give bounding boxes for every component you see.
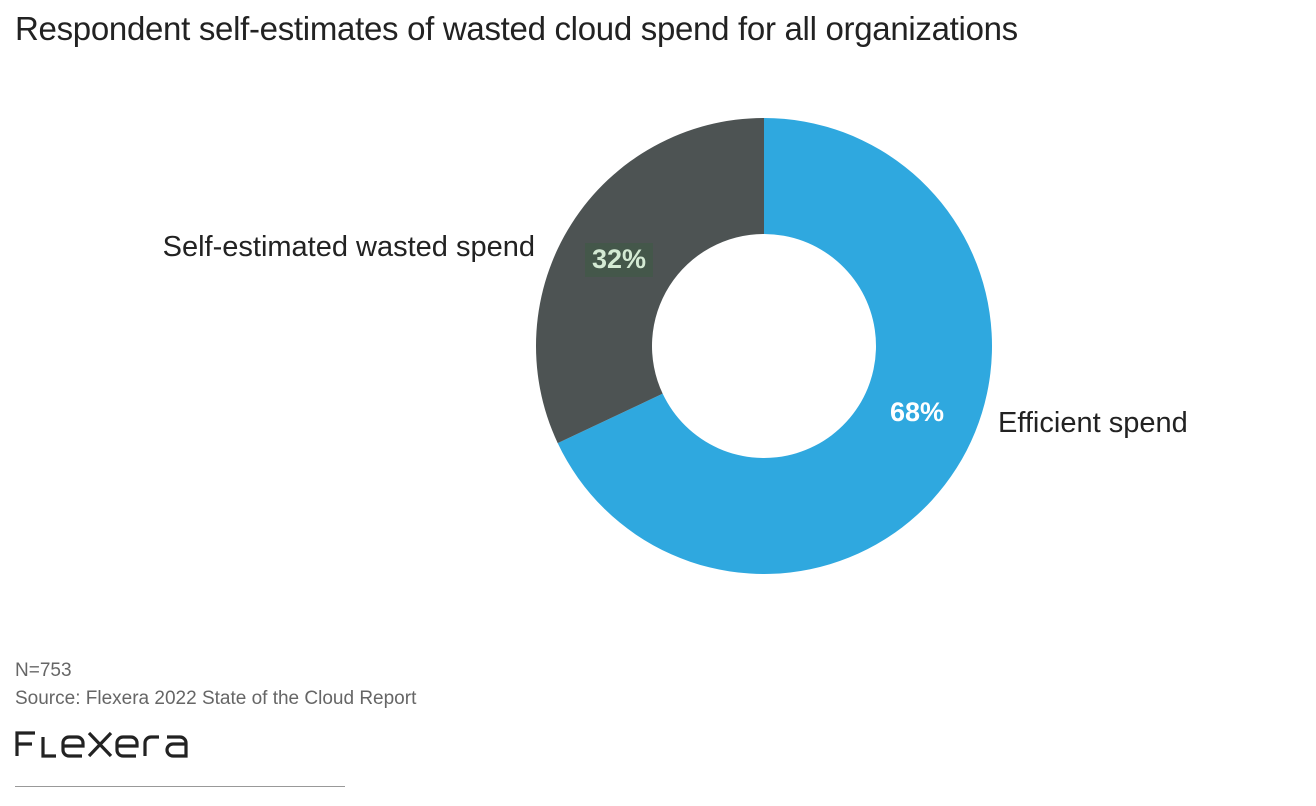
value-label: 68% (890, 397, 944, 427)
source-note: Source: Flexera 2022 State of the Cloud … (15, 688, 417, 709)
category-label: Self-estimated wasted spend (163, 231, 535, 263)
flexera-logo (15, 731, 188, 758)
slice-self-estimated-wasted-spend (535, 118, 764, 444)
value-label: 32% (592, 244, 646, 274)
chart-title: Respondent self-estimates of wasted clou… (15, 10, 1018, 47)
value-label-highlight (585, 243, 653, 277)
category-label: Efficient spend (998, 407, 1188, 439)
sample-size: N=753 (15, 660, 72, 681)
slice-efficient-spend (557, 118, 992, 574)
footer-divider (15, 786, 345, 787)
